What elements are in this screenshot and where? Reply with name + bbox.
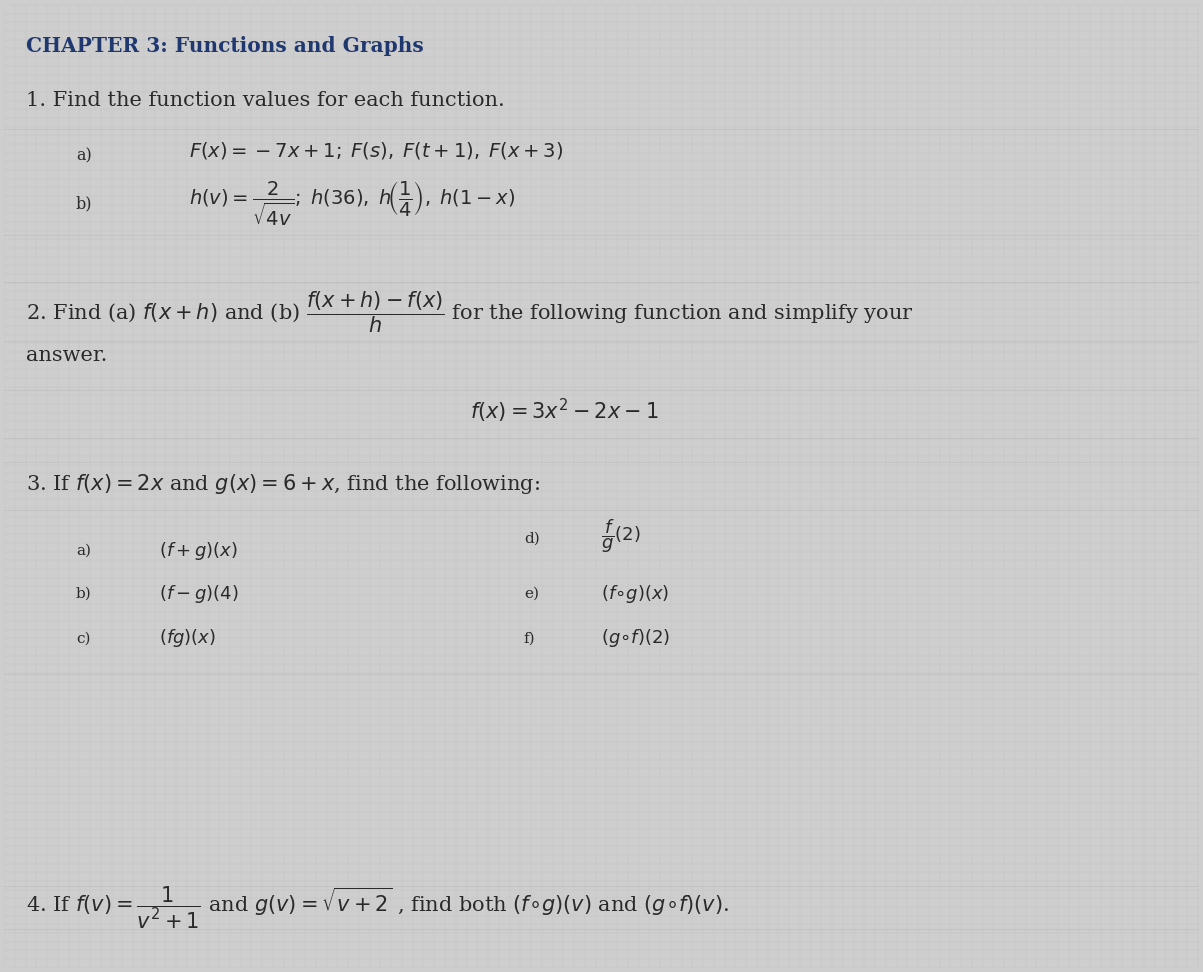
Text: 2. Find (a) $f(x+h)$ and (b) $\dfrac{f(x+h)-f(x)}{h}$ for the following function: 2. Find (a) $f(x+h)$ and (b) $\dfrac{f(x… xyxy=(25,290,913,335)
Text: $\dfrac{f}{g}(2)$: $\dfrac{f}{g}(2)$ xyxy=(602,517,641,555)
Text: e): e) xyxy=(523,587,539,601)
Text: CHAPTER 3: Functions and Graphs: CHAPTER 3: Functions and Graphs xyxy=(25,36,423,55)
Text: $(f{\circ}g)(x)$: $(f{\circ}g)(x)$ xyxy=(602,583,670,605)
Text: $f(x) = 3x^2-2x-1$: $f(x) = 3x^2-2x-1$ xyxy=(470,397,658,425)
Text: 3. If $f(x) = 2x$ and $g(x) = 6+x$, find the following:: 3. If $f(x) = 2x$ and $g(x) = 6+x$, find… xyxy=(25,472,540,496)
Text: a): a) xyxy=(76,147,91,164)
Text: 4. If $f(v)=\dfrac{1}{v^2+1}$ and $g(v)=\sqrt{v+2}$ , find both $(f{\circ}g)(v)$: 4. If $f(v)=\dfrac{1}{v^2+1}$ and $g(v)=… xyxy=(25,885,729,931)
Text: d): d) xyxy=(523,532,540,546)
Text: c): c) xyxy=(76,631,90,645)
Text: $h(v)=\dfrac{2}{\sqrt{4v}};\; h(36),\; h\!\left(\dfrac{1}{4}\right),\; h(1-x)$: $h(v)=\dfrac{2}{\sqrt{4v}};\; h(36),\; h… xyxy=(189,180,516,227)
Text: $(fg)(x)$: $(fg)(x)$ xyxy=(160,627,217,649)
Text: b): b) xyxy=(76,587,91,601)
Text: $(f+g)(x)$: $(f+g)(x)$ xyxy=(160,539,238,562)
Text: f): f) xyxy=(523,631,535,645)
Text: b): b) xyxy=(76,195,93,212)
Text: $F(x) =-7x+1;\; F(s),\; F(t+1),\; F(x+3)$: $F(x) =-7x+1;\; F(s),\; F(t+1),\; F(x+3)… xyxy=(189,140,563,161)
Text: answer.: answer. xyxy=(25,346,107,365)
Text: $(f-g)(4)$: $(f-g)(4)$ xyxy=(160,583,239,605)
Text: $(g{\circ}f)(2)$: $(g{\circ}f)(2)$ xyxy=(602,627,670,649)
Text: 1. Find the function values for each function.: 1. Find the function values for each fun… xyxy=(25,91,504,110)
Text: a): a) xyxy=(76,543,91,558)
